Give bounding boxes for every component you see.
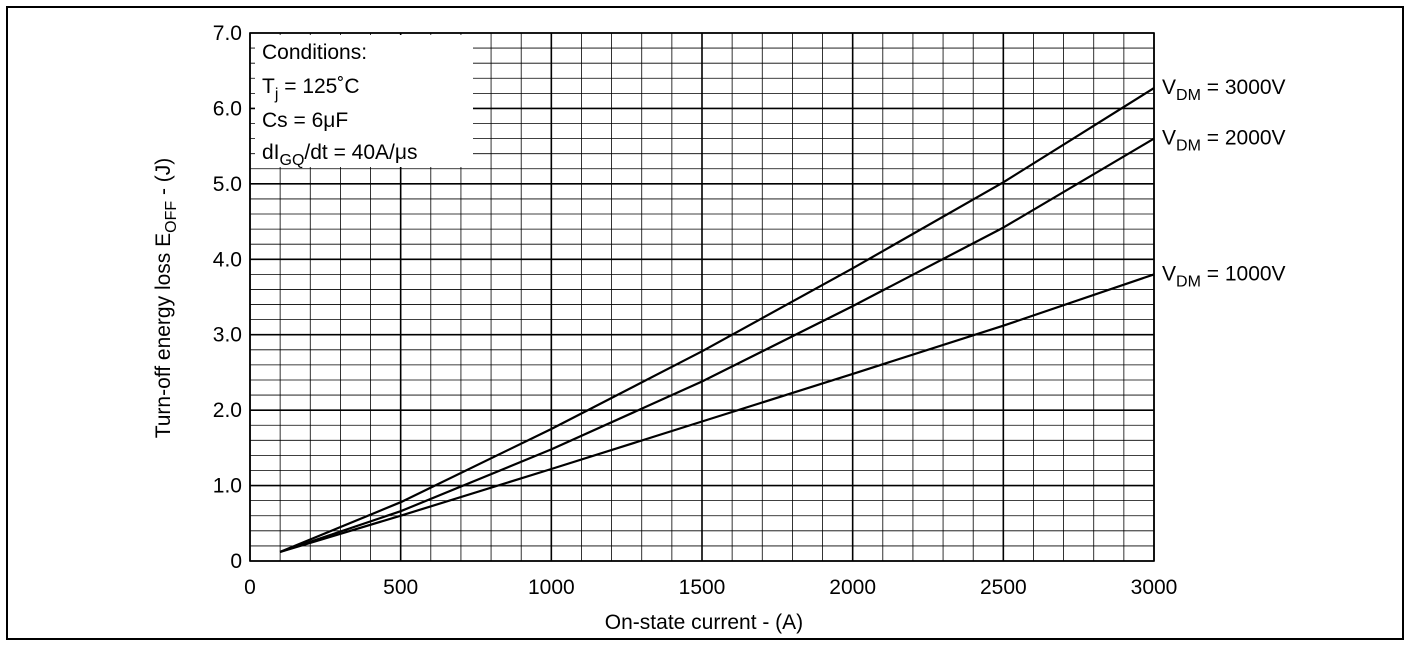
series-label-1: VDM = 3000V: [1162, 76, 1286, 104]
outer-frame: [6, 6, 1404, 640]
series-line-1: [279, 87, 1155, 553]
series-label-3: VDM = 1000V: [1162, 262, 1286, 290]
conditions-box: Conditions: Tj = 125˚C Cs = 6μF dIGQ/dt …: [255, 35, 473, 169]
x-tick-label: 2000: [829, 576, 876, 599]
x-tick-label: 1000: [528, 576, 575, 599]
y-tick-label: 3.0: [213, 324, 242, 347]
series-label-2: VDM = 2000V: [1162, 127, 1286, 155]
y-tick-label: 5.0: [213, 173, 242, 196]
series-line-2: [279, 137, 1155, 553]
series-line-3: [279, 273, 1155, 553]
x-tick-label: 2500: [980, 576, 1027, 599]
x-tick-labels: 0 500 1000 1500 2000 2500 3000: [244, 576, 1177, 599]
x-tick-label: 0: [244, 576, 256, 599]
y-tick-label: 7.0: [213, 22, 242, 45]
conditions-cs: Cs = 6μF: [262, 109, 348, 132]
y-axis-label: Turn-off energy loss EOFF - (J): [152, 158, 180, 439]
y-tick-label: 4.0: [213, 248, 242, 271]
y-tick-labels: 0 1.0 2.0 3.0 4.0 5.0 6.0 7.0: [213, 22, 242, 573]
x-tick-label: 500: [383, 576, 418, 599]
conditions-tj: Tj = 125˚C: [262, 75, 360, 103]
conditions-title: Conditions:: [262, 41, 367, 64]
y-tick-label: 1.0: [213, 475, 242, 498]
grid: [249, 32, 1155, 562]
plot-border: [249, 32, 1155, 562]
x-tick-label: 1500: [679, 576, 726, 599]
y-tick-label: 6.0: [213, 97, 242, 120]
x-tick-label: 3000: [1131, 576, 1178, 599]
curves: [279, 87, 1155, 553]
conditions-di: dIGQ/dt = 40A/μs: [262, 141, 418, 169]
y-tick-label: 0: [230, 550, 242, 573]
y-tick-label: 2.0: [213, 399, 242, 422]
conditions-background: [255, 35, 473, 167]
series-labels: VDM = 3000V VDM = 2000V VDM = 1000V: [1162, 76, 1286, 290]
x-axis-label: On-state current - (A): [605, 611, 803, 634]
